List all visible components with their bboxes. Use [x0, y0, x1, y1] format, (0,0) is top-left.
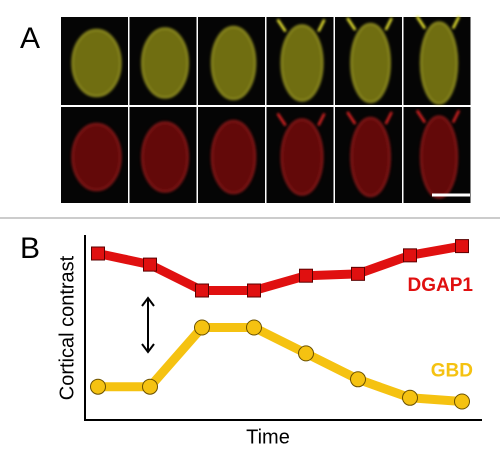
- cell: [210, 25, 257, 101]
- cell-protrusion: [346, 17, 393, 31]
- cell: [280, 24, 324, 102]
- cell: [140, 27, 190, 99]
- cell-protrusion: [276, 112, 326, 127]
- cell: [71, 28, 122, 98]
- cell: [419, 21, 459, 105]
- cell-protrusion: [276, 18, 326, 33]
- panel-label: B: [20, 232, 40, 265]
- axes: [84, 235, 482, 421]
- series-line: [97, 241, 463, 295]
- cell-protrusion: [346, 111, 393, 125]
- cell-protrusion: [415, 15, 461, 30]
- marker: [298, 345, 314, 362]
- marker: [247, 283, 261, 298]
- marker: [299, 268, 313, 283]
- marker: [350, 371, 366, 388]
- marker: [402, 389, 418, 406]
- marker: [195, 283, 209, 298]
- marker: [194, 319, 210, 336]
- y-axis-label: Cortical contrast: [56, 255, 78, 400]
- cell: [140, 121, 190, 193]
- legend-label: GBD: [431, 361, 473, 382]
- double-arrow: [141, 296, 155, 354]
- marker: [455, 239, 469, 254]
- series-line: [98, 323, 463, 406]
- marker: [351, 266, 365, 281]
- cell: [419, 115, 459, 199]
- cell: [350, 116, 391, 198]
- micrograph-grid: [61, 15, 471, 203]
- marker: [91, 246, 105, 261]
- cell: [71, 122, 122, 192]
- panel-label: A: [20, 22, 40, 55]
- cell: [350, 22, 391, 104]
- marker: [142, 378, 158, 395]
- marker: [246, 319, 262, 336]
- marker: [143, 257, 157, 272]
- marker: [403, 248, 417, 263]
- marker: [90, 378, 106, 395]
- x-axis-label: Time: [246, 426, 290, 448]
- legend-label: DGAP1: [408, 275, 474, 296]
- cell: [210, 119, 257, 195]
- cell-protrusion: [415, 109, 461, 124]
- cell: [280, 118, 324, 196]
- marker: [454, 393, 470, 410]
